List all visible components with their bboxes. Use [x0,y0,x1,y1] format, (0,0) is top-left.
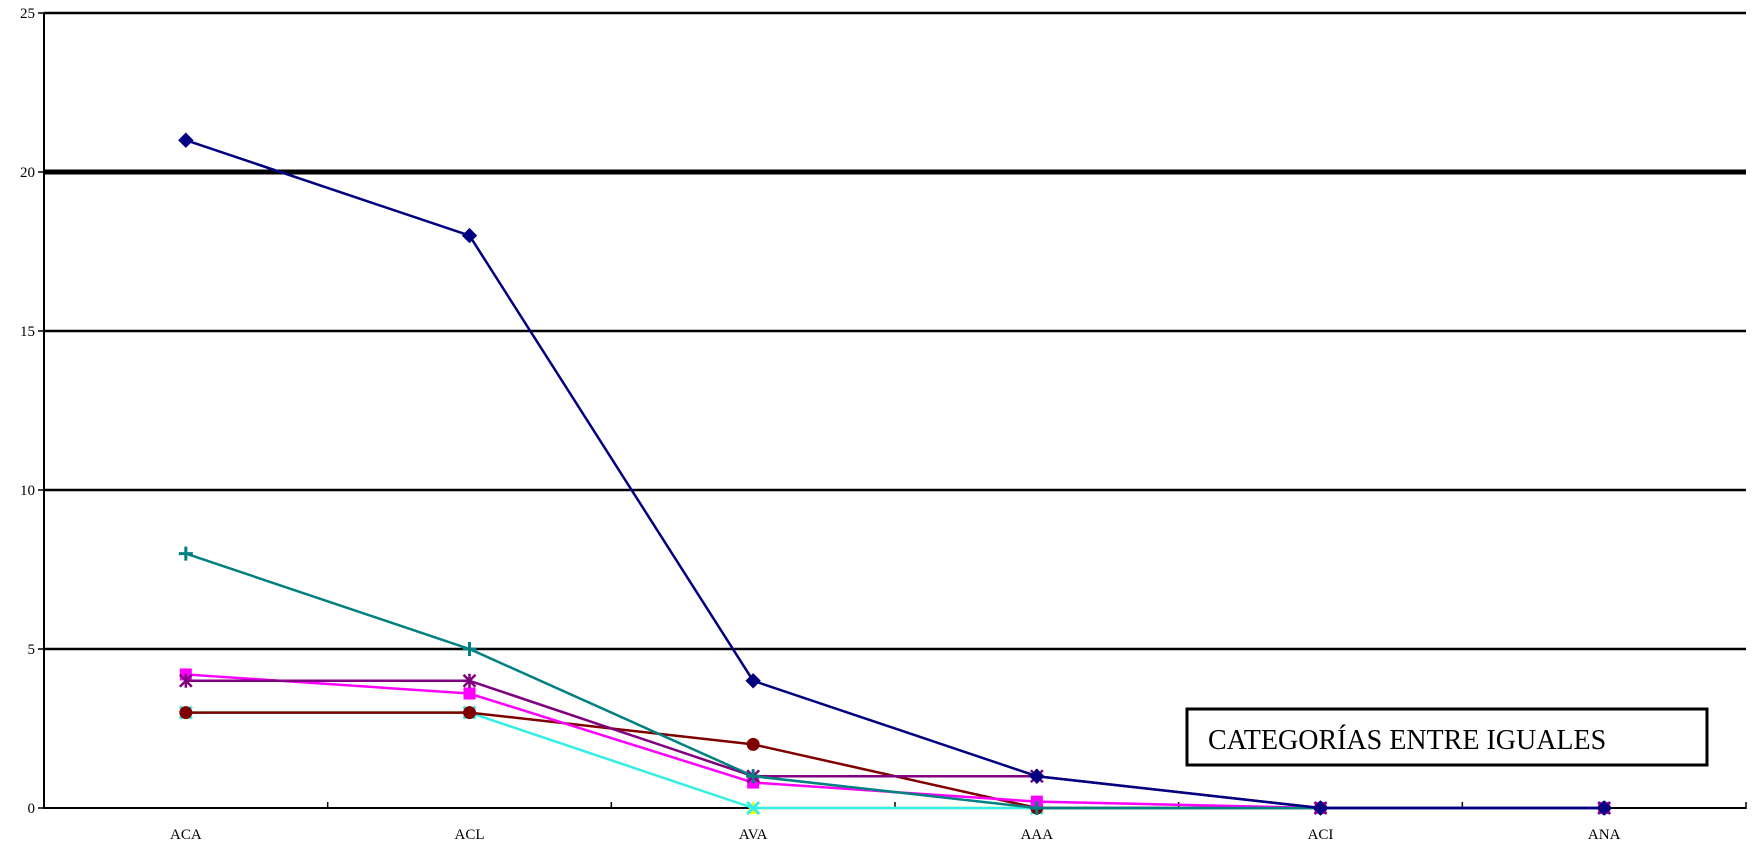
data-point [1312,800,1329,816]
x-tick-label: ACI [1308,827,1334,843]
y-tick-label: 0 [28,801,36,817]
axes [38,12,1747,809]
series-diamond [178,132,1612,816]
data-point [746,800,761,816]
x-tick-label: AAA [1021,827,1054,843]
data-point [178,132,194,148]
data-point [178,546,193,561]
data-point [1029,801,1044,815]
data-point [178,673,193,688]
x-tick-label: ANA [1588,827,1621,843]
data-point [746,737,760,751]
tick-labels: 0 5 10 15 20 25 ACA ACL AVA AAA ACI ANA [20,6,1621,843]
data-point [179,706,193,720]
y-tick-label: 10 [20,483,35,499]
data-point [461,227,478,244]
data-point [463,706,476,720]
y-tick-label: 5 [28,642,36,658]
data-point [745,673,761,689]
data-point [1029,768,1045,784]
y-tick-label: 25 [20,6,35,22]
annotation-frame [1185,707,1709,767]
data-point [746,769,761,784]
x-tick-label: AVA [739,827,768,843]
gridlines [44,11,1746,651]
series-group [178,132,1612,816]
y-tick-label: 20 [20,165,35,181]
data-point [1596,800,1612,816]
annotation-box: CATEGORÍAS ENTRE IGUALES [1185,707,1709,767]
x-tick-label: ACA [170,827,202,843]
data-point [462,673,477,688]
x-tick-label: ACL [455,827,485,843]
y-tick-label: 15 [20,324,35,340]
series-line [185,139,1605,810]
data-point [462,642,477,656]
annotation-text: CATEGORÍAS ENTRE IGUALES [1208,725,1606,756]
data-point [463,687,476,700]
